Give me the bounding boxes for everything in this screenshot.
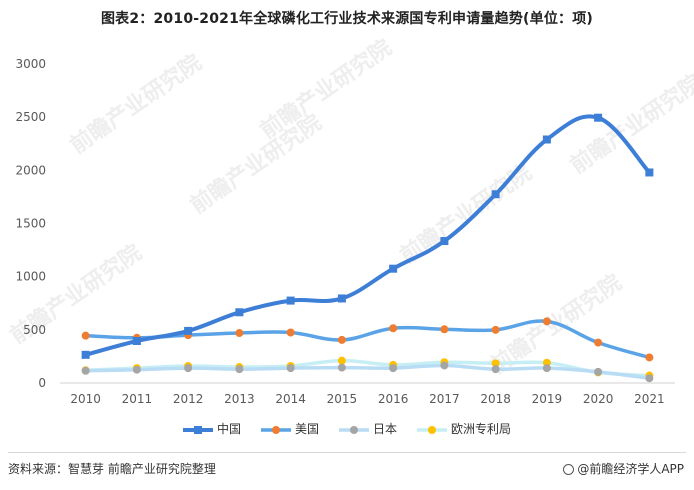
data-point (337, 335, 346, 344)
legend-item: 中国 (182, 420, 241, 437)
legend-item: 日本 (339, 420, 397, 437)
legend-marker (350, 425, 358, 434)
data-point (286, 296, 295, 305)
data-point (542, 317, 551, 326)
legend-swatch (417, 425, 448, 434)
data-point (81, 366, 90, 375)
data-point (235, 329, 244, 338)
x-tick-label: 2014 (275, 392, 306, 406)
legend-marker (271, 425, 280, 434)
data-point (389, 264, 398, 273)
legend-label: 日本 (373, 422, 398, 436)
data-point (645, 374, 654, 383)
data-point (337, 356, 346, 365)
data-point (645, 168, 654, 177)
data-point (184, 364, 193, 373)
legend-item: 美国 (260, 420, 319, 437)
data-point (235, 365, 244, 374)
watermark-text: 前瞻产业研究院 (65, 49, 206, 159)
data-point (389, 324, 398, 333)
y-tick-label: 0 (38, 376, 46, 390)
legend-item: 欧洲专利局 (417, 420, 511, 437)
data-point (542, 135, 551, 144)
data-point (594, 367, 603, 376)
y-tick-label: 2500 (15, 110, 46, 124)
axes: 0 500 1000 1500 2000 2500 3000 2010 2011 2012 2013… (15, 57, 675, 406)
x-tick-label: 2016 (378, 392, 409, 406)
legend-label: 中国 (216, 422, 241, 436)
watermark-text: 前瞻产业研究院 (395, 159, 536, 269)
legend-swatch (182, 425, 213, 434)
watermark-text: 前瞻产业研究院 (185, 109, 326, 219)
series-line (83, 319, 652, 360)
y-tick-label: 2000 (15, 163, 46, 177)
data-point (286, 364, 295, 373)
x-tick-label: 2019 (532, 392, 563, 406)
data-point (235, 308, 244, 317)
series-line (83, 363, 652, 380)
legend-marker (193, 425, 202, 434)
chart-title: 图表2：2010-2021年全球磷化工行业技术来源国专利申请量趋势(单位：项) (100, 11, 594, 27)
data-point (594, 338, 603, 347)
data-point (645, 353, 654, 362)
data-point (337, 363, 346, 372)
data-point (542, 364, 551, 373)
brand-text: @前瞻经济学人APP (577, 462, 684, 476)
x-tick-label: 2013 (224, 392, 255, 406)
x-tick-label: 2012 (173, 392, 204, 406)
x-tick-label: 2011 (122, 392, 153, 406)
data-point (81, 331, 90, 340)
y-tick-label: 1500 (15, 217, 46, 231)
x-tick-label: 2020 (583, 392, 614, 406)
source-note: 资料来源：智慧芽 前瞻产业研究院整理 (8, 462, 216, 476)
data-point (337, 294, 346, 303)
brand-credit: @前瞻经济学人APP (563, 460, 684, 477)
y-tick-label: 1000 (15, 270, 46, 284)
data-point (491, 359, 500, 368)
legend: 中国 美国 日本 欧洲专利局 (0, 420, 694, 437)
legend-label: 美国 (294, 422, 319, 436)
data-point (491, 365, 500, 374)
footer-divider (8, 452, 686, 453)
x-tick-label: 2017 (429, 392, 460, 406)
legend-swatch (339, 425, 369, 434)
legend-label: 欧洲专利局 (451, 422, 512, 436)
data-point (132, 336, 141, 345)
data-point (132, 365, 141, 374)
data-point (491, 325, 500, 334)
x-tick-label: 2018 (480, 392, 511, 406)
watermark-text: 前瞻产业研究院 (255, 34, 396, 144)
data-point (491, 190, 500, 199)
data-point (81, 350, 90, 359)
data-point (440, 325, 449, 334)
series-layer (81, 113, 654, 383)
x-tick-label: 2015 (327, 392, 358, 406)
y-tick-label: 3000 (15, 57, 46, 71)
data-point (440, 361, 449, 370)
brand-logo-icon (563, 464, 575, 475)
series-line (83, 358, 652, 378)
x-tick-label: 2021 (634, 392, 665, 406)
legend-marker (428, 425, 437, 434)
data-point (389, 364, 398, 373)
data-point (440, 237, 449, 246)
data-point (184, 326, 193, 335)
data-point (286, 328, 295, 337)
watermark-text: 前瞻产业研究院 (565, 69, 694, 179)
data-point (594, 113, 603, 122)
legend-swatch (260, 425, 291, 434)
x-tick-label: 2010 (70, 392, 101, 406)
y-tick-label: 500 (23, 323, 46, 337)
